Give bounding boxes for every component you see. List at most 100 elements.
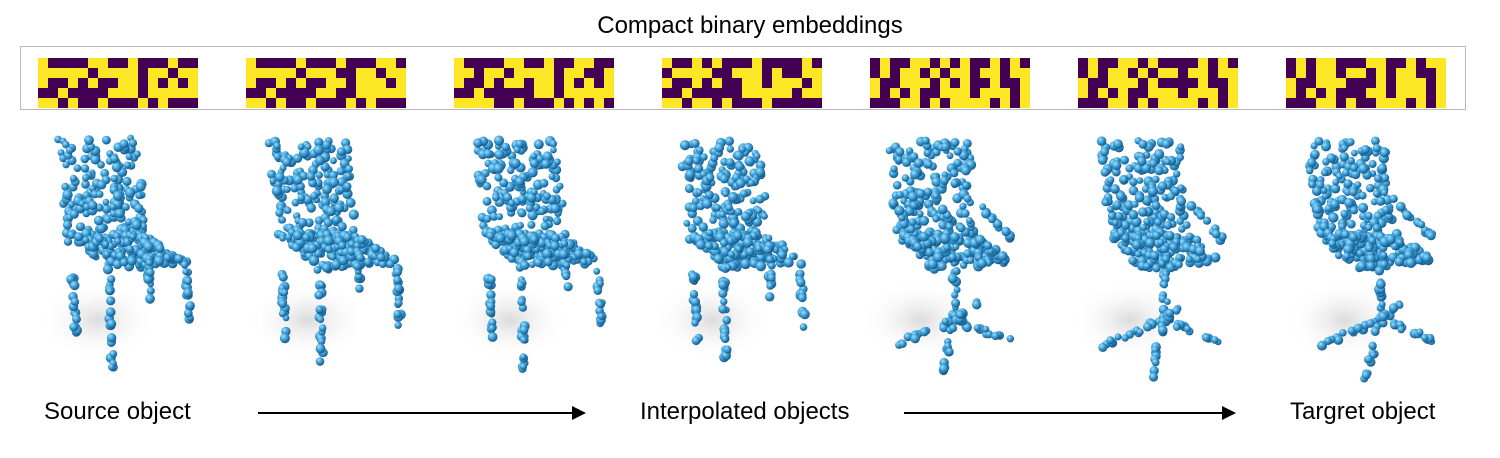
embedding-bit	[812, 68, 822, 78]
embedding-bit	[682, 78, 692, 88]
embedding-bit	[782, 98, 792, 108]
embedding-bit	[118, 78, 128, 88]
embedding-bit	[1098, 78, 1108, 88]
embedding-bit	[1118, 68, 1128, 78]
embedding-bit	[256, 98, 266, 108]
embedding-bit	[1020, 58, 1030, 68]
embedding-bit	[900, 88, 910, 98]
figure-title: Compact binary embeddings	[597, 12, 903, 39]
embedding-bit	[812, 58, 822, 68]
embedding-bit	[1306, 58, 1316, 68]
embedding-bit	[386, 78, 396, 88]
embedding-bit	[88, 88, 98, 98]
embedding-bit	[1326, 98, 1336, 108]
embedding-bit	[514, 58, 524, 68]
embedding-bit	[386, 68, 396, 78]
embedding-bit	[672, 58, 682, 68]
embedding-bit	[128, 78, 138, 88]
embedding-bit	[1296, 88, 1306, 98]
embedding-bit	[296, 78, 306, 88]
embedding-bit	[524, 68, 534, 78]
embedding-bit	[464, 68, 474, 78]
embedding-bit	[1356, 78, 1366, 88]
embedding-bit	[246, 58, 256, 68]
embedding-bit	[1010, 78, 1020, 88]
embedding-bit	[1326, 88, 1336, 98]
embedding-bit	[554, 78, 564, 88]
embedding-bit	[336, 58, 346, 68]
embedding-bit	[366, 78, 376, 88]
embedding-bit	[1168, 68, 1178, 78]
embedding-bit	[68, 88, 78, 98]
embedding-bit	[68, 68, 78, 78]
embedding-bit	[802, 98, 812, 108]
arrow-right	[904, 406, 1236, 420]
embedding-bit	[1118, 88, 1128, 98]
embedding-bit	[306, 78, 316, 88]
embedding-bit	[782, 78, 792, 88]
embedding-bit	[346, 58, 356, 68]
embedding-bit	[574, 68, 584, 78]
embedding-bit	[356, 58, 366, 68]
embedding-bit	[732, 68, 742, 78]
embedding-bit	[762, 58, 772, 68]
embedding-bit	[990, 78, 1000, 88]
embedding-bit	[1078, 88, 1088, 98]
embedding-bit	[1336, 88, 1346, 98]
embedding-bit	[138, 98, 148, 108]
embedding-bit	[1168, 88, 1178, 98]
embedding-bit	[662, 78, 672, 88]
embedding-bit	[1426, 58, 1436, 68]
embedding-bit	[1316, 78, 1326, 88]
embedding-bit	[890, 88, 900, 98]
embedding-bit	[1128, 68, 1138, 78]
embedding-bit	[38, 98, 48, 108]
embedding-bit	[1296, 78, 1306, 88]
embedding-bit	[970, 58, 980, 68]
embedding-bit	[1118, 58, 1128, 68]
embedding-bit	[98, 88, 108, 98]
embedding-bit	[662, 98, 672, 108]
embedding-bit	[1218, 58, 1228, 68]
embedding-bit	[1188, 88, 1198, 98]
embedding-bit	[108, 88, 118, 98]
embedding-bit	[128, 98, 138, 108]
embedding-bit	[880, 98, 890, 108]
embedding-bit	[1078, 68, 1088, 78]
embedding-bit	[48, 68, 58, 78]
embedding-bit	[148, 98, 158, 108]
embedding-bit	[484, 98, 494, 108]
embedding-bit	[1286, 58, 1296, 68]
embedding-bit	[682, 58, 692, 68]
interpolated-caption: Interpolated objects	[640, 398, 850, 425]
embedding-bit	[148, 68, 158, 78]
embedding-bit	[1296, 68, 1306, 78]
embedding-bit	[158, 68, 168, 78]
embedding-bit	[1346, 68, 1356, 78]
embedding-bit	[930, 78, 940, 88]
embedding-bit	[1436, 88, 1446, 98]
embedding-bit	[950, 78, 960, 88]
embedding-bit	[286, 88, 296, 98]
embedding-bit	[1356, 98, 1366, 108]
embedding-bit	[504, 68, 514, 78]
embedding-bit	[356, 78, 366, 88]
embedding-bit	[802, 78, 812, 88]
embedding-bit	[514, 88, 524, 98]
embedding-bit	[950, 68, 960, 78]
embedding-bit	[38, 88, 48, 98]
embedding-bit	[682, 88, 692, 98]
embedding-bit	[276, 78, 286, 88]
embedding-bit	[980, 68, 990, 78]
embedding-bit	[336, 98, 346, 108]
embedding-bit	[1436, 68, 1446, 78]
embedding-bit	[782, 88, 792, 98]
embedding-bit	[1396, 98, 1406, 108]
embedding-bit	[1188, 58, 1198, 68]
embedding-bit	[454, 78, 464, 88]
embedding-bit	[376, 68, 386, 78]
embedding-bit	[1228, 68, 1238, 78]
embedding-bit	[474, 78, 484, 88]
embedding-bit	[1376, 68, 1386, 78]
embedding-bit	[286, 58, 296, 68]
